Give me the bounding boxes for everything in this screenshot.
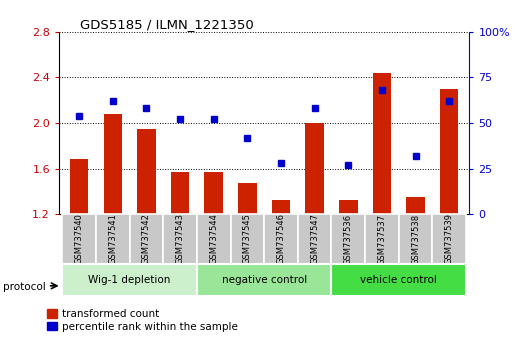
Bar	[197, 214, 230, 264]
Text: GSM737537: GSM737537	[378, 213, 386, 264]
Bar	[406, 197, 425, 214]
Bar	[230, 214, 264, 264]
Text: vehicle control: vehicle control	[360, 275, 437, 285]
Text: GSM737541: GSM737541	[108, 213, 117, 264]
Bar	[163, 214, 197, 264]
Text: negative control: negative control	[222, 275, 307, 285]
Bar	[63, 264, 197, 296]
Text: GSM737536: GSM737536	[344, 213, 353, 264]
Text: GDS5185 / ILMN_1221350: GDS5185 / ILMN_1221350	[80, 18, 253, 31]
Bar	[205, 172, 223, 214]
Bar	[171, 172, 189, 214]
Bar	[238, 183, 256, 214]
Bar	[130, 214, 163, 264]
Text: GSM737544: GSM737544	[209, 213, 218, 264]
Bar	[96, 214, 130, 264]
Bar	[339, 200, 358, 214]
Text: Wig-1 depletion: Wig-1 depletion	[88, 275, 171, 285]
Text: GSM737540: GSM737540	[75, 213, 84, 264]
Bar	[432, 214, 466, 264]
Text: GSM737546: GSM737546	[277, 213, 286, 264]
Text: protocol: protocol	[3, 282, 45, 292]
Bar	[372, 73, 391, 214]
Bar	[197, 264, 331, 296]
Bar	[137, 129, 156, 214]
Text: GSM737547: GSM737547	[310, 213, 319, 264]
Bar	[298, 214, 331, 264]
Bar	[104, 114, 122, 214]
Bar	[331, 214, 365, 264]
Bar	[70, 160, 88, 214]
Bar	[305, 123, 324, 214]
Bar	[272, 200, 290, 214]
Bar	[440, 89, 459, 214]
Text: GSM737539: GSM737539	[445, 213, 453, 264]
Text: GSM737542: GSM737542	[142, 213, 151, 264]
Text: GSM737543: GSM737543	[175, 213, 185, 264]
Bar	[365, 214, 399, 264]
Bar	[331, 264, 466, 296]
Legend: transformed count, percentile rank within the sample: transformed count, percentile rank withi…	[46, 308, 239, 332]
Bar	[264, 214, 298, 264]
Bar	[63, 214, 96, 264]
Bar	[399, 214, 432, 264]
Text: GSM737538: GSM737538	[411, 213, 420, 264]
Text: GSM737545: GSM737545	[243, 213, 252, 264]
